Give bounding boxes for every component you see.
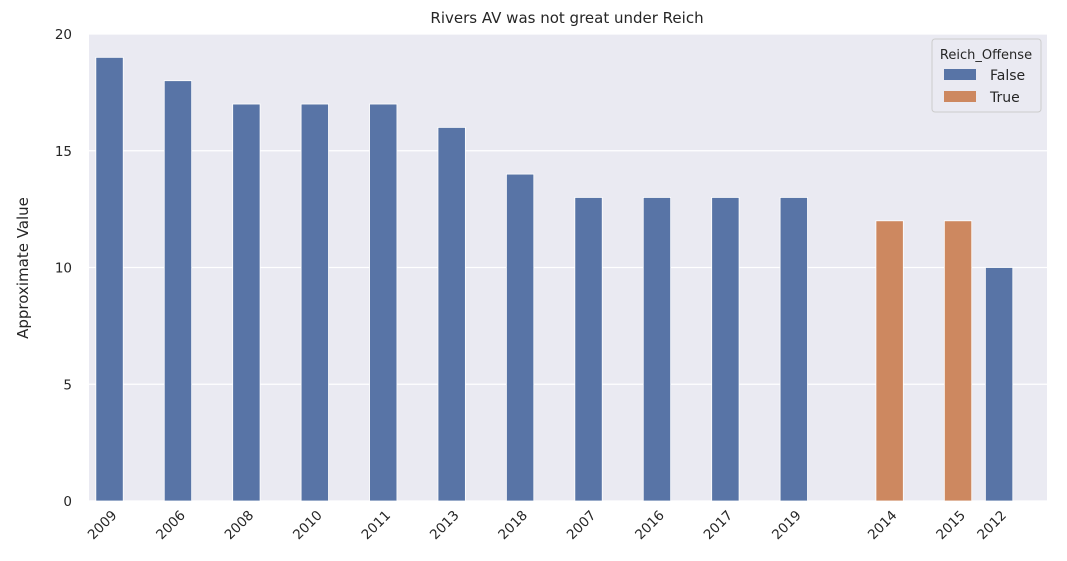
legend-label-false: False [990,68,1025,84]
bar-2011 [369,103,398,502]
x-tick-label: 2009 [85,508,121,544]
x-tick-label: 2012 [974,508,1010,544]
bar-2009 [95,56,124,502]
x-tick-label: 2019 [769,508,805,544]
y-axis-ticks: 0 5 10 15 20 [55,27,72,510]
chart-title: Rivers AV was not great under Reich [430,9,703,27]
bar-2019 [779,197,808,502]
y-tick-label: 20 [55,27,72,43]
bar-2016 [642,197,672,502]
x-tick-label: 2015 [933,508,969,544]
bar-2018 [506,173,535,502]
bar-2013 [437,127,466,502]
legend-label-true: True [989,90,1020,106]
y-tick-label: 5 [63,377,72,393]
bar-2006 [163,80,193,502]
y-axis-label: Approximate Value [14,197,32,339]
bar-2012 [985,267,1014,502]
x-tick-label: 2011 [358,508,394,544]
x-axis-ticks: 2009 2006 2008 2010 2011 2013 2018 2007 2016 2017… [85,508,1010,544]
y-tick-label: 10 [55,261,72,277]
bar-2010 [300,103,329,502]
legend: Reich_Offense False True [931,38,1042,113]
legend-title: Reich_Offense [940,48,1032,63]
bar-2015 [943,220,973,502]
y-tick-label: 15 [55,144,72,160]
bars [95,56,1014,502]
bar-2017 [711,197,740,502]
x-tick-label: 2010 [290,508,326,544]
x-tick-label: 2013 [427,508,463,544]
bar-2008 [232,103,261,502]
x-tick-label: 2017 [701,508,737,544]
legend-swatch-true [944,91,976,102]
x-tick-label: 2007 [564,508,600,544]
y-tick-label: 0 [63,494,72,510]
x-tick-label: 2006 [153,508,189,544]
x-tick-label: 2014 [865,508,901,544]
x-tick-label: 2008 [222,508,258,544]
legend-swatch-false [944,69,976,80]
x-tick-label: 2018 [495,508,531,544]
bar-2014 [875,220,904,502]
bar-2007 [574,197,603,502]
x-tick-label: 2016 [632,508,668,544]
